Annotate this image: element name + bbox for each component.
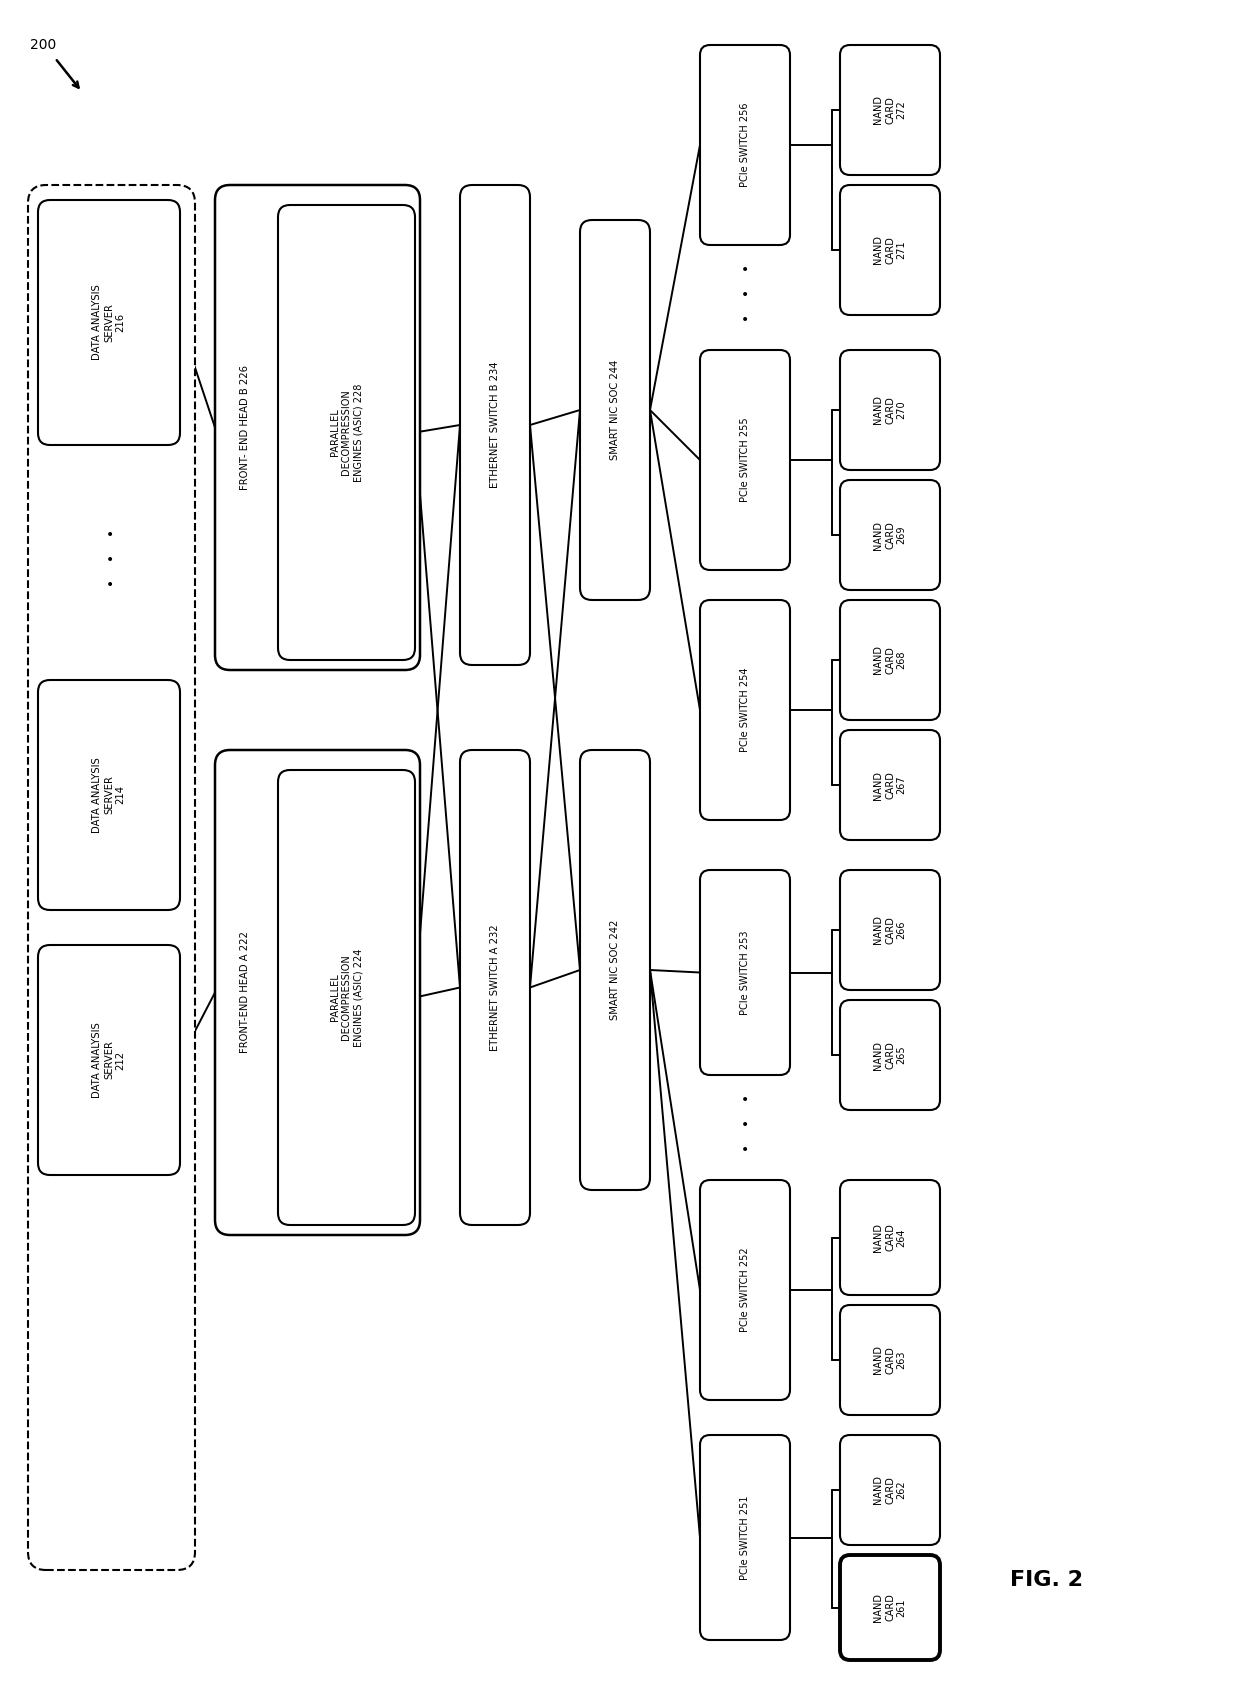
Text: NAND
CARD
263: NAND CARD 263 [873,1346,906,1375]
Text: NAND
CARD
270: NAND CARD 270 [873,395,906,424]
FancyBboxPatch shape [278,770,415,1225]
Text: PARALLEL
DECOMPRESSION
ENGINES (ASIC) 228: PARALLEL DECOMPRESSION ENGINES (ASIC) 22… [330,383,363,482]
Text: ETHERNET SWITCH B 234: ETHERNET SWITCH B 234 [490,361,500,489]
FancyBboxPatch shape [839,481,940,590]
Text: •
•
•: • • • [105,528,114,591]
Text: NAND
CARD
264: NAND CARD 264 [873,1223,906,1252]
FancyBboxPatch shape [839,1179,940,1295]
Text: DATA ANALYSIS
SERVER
216: DATA ANALYSIS SERVER 216 [93,285,125,360]
FancyBboxPatch shape [215,750,420,1235]
FancyBboxPatch shape [460,186,529,665]
Text: DATA ANALYSIS
SERVER
212: DATA ANALYSIS SERVER 212 [93,1022,125,1097]
FancyBboxPatch shape [701,1435,790,1639]
Text: PCIe SWITCH 255: PCIe SWITCH 255 [740,417,750,503]
FancyBboxPatch shape [580,220,650,600]
Text: PCIe SWITCH 253: PCIe SWITCH 253 [740,930,750,1016]
FancyBboxPatch shape [839,1000,940,1109]
FancyBboxPatch shape [839,1556,940,1660]
Text: SMART NIC SOC 244: SMART NIC SOC 244 [610,360,620,460]
FancyBboxPatch shape [38,680,180,910]
Text: •
•
•: • • • [740,1092,749,1157]
Text: 200: 200 [30,37,56,53]
FancyBboxPatch shape [839,871,940,990]
FancyBboxPatch shape [278,204,415,659]
FancyBboxPatch shape [38,946,180,1176]
Text: SMART NIC SOC 242: SMART NIC SOC 242 [610,920,620,1021]
Text: NAND
CARD
272: NAND CARD 272 [873,95,906,124]
Text: NAND
CARD
269: NAND CARD 269 [873,520,906,549]
FancyBboxPatch shape [839,1435,940,1546]
Text: NAND
CARD
268: NAND CARD 268 [873,646,906,675]
FancyBboxPatch shape [701,44,790,245]
Text: ETHERNET SWITCH A 232: ETHERNET SWITCH A 232 [490,924,500,1051]
Text: FRONT-END HEAD A 222: FRONT-END HEAD A 222 [241,932,250,1053]
FancyBboxPatch shape [839,729,940,840]
FancyBboxPatch shape [29,186,195,1569]
Text: NAND
CARD
261: NAND CARD 261 [873,1593,906,1622]
Text: PARALLEL
DECOMPRESSION
ENGINES (ASIC) 224: PARALLEL DECOMPRESSION ENGINES (ASIC) 22… [330,949,363,1046]
FancyBboxPatch shape [701,871,790,1075]
Text: PCIe SWITCH 254: PCIe SWITCH 254 [740,668,750,751]
Text: NAND
CARD
262: NAND CARD 262 [873,1476,906,1505]
Text: •
•
•: • • • [740,262,749,327]
FancyBboxPatch shape [839,44,940,176]
FancyBboxPatch shape [38,199,180,445]
Text: DATA ANALYSIS
SERVER
214: DATA ANALYSIS SERVER 214 [93,757,125,833]
FancyBboxPatch shape [460,750,529,1225]
Text: FRONT- END HEAD B 226: FRONT- END HEAD B 226 [241,365,250,491]
Text: NAND
CARD
266: NAND CARD 266 [873,915,906,944]
Text: PCIe SWITCH 251: PCIe SWITCH 251 [740,1494,750,1580]
FancyBboxPatch shape [701,1179,790,1401]
Text: NAND
CARD
267: NAND CARD 267 [873,770,906,799]
Text: PCIe SWITCH 252: PCIe SWITCH 252 [740,1247,750,1333]
FancyBboxPatch shape [839,1305,940,1414]
FancyBboxPatch shape [701,600,790,820]
FancyBboxPatch shape [580,750,650,1189]
FancyBboxPatch shape [839,600,940,721]
FancyBboxPatch shape [701,349,790,571]
FancyBboxPatch shape [215,186,420,670]
FancyBboxPatch shape [839,349,940,470]
Text: NAND
CARD
271: NAND CARD 271 [873,235,906,264]
Text: PCIe SWITCH 256: PCIe SWITCH 256 [740,102,750,187]
Text: FIG. 2: FIG. 2 [1011,1569,1083,1590]
FancyBboxPatch shape [839,186,940,315]
Text: NAND
CARD
265: NAND CARD 265 [873,1041,906,1070]
